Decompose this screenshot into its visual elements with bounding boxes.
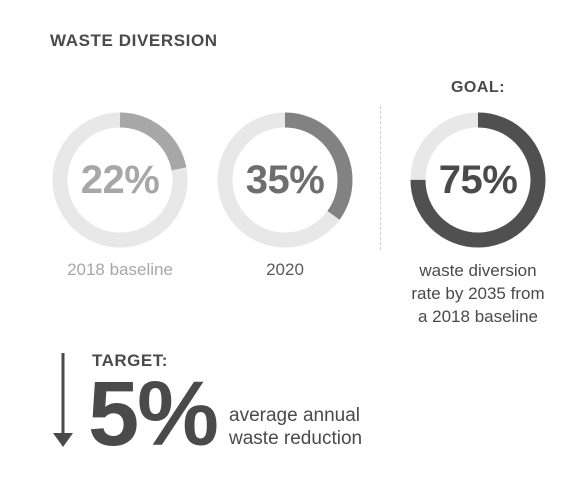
goal-donut: [410, 112, 546, 248]
baseline-donut: [52, 112, 188, 248]
goal-donut-arc: [410, 112, 546, 248]
current-caption: 2020: [205, 258, 365, 281]
goal-label: GOAL:: [450, 79, 506, 96]
target-label: TARGET:: [92, 351, 168, 370]
target-description: average annual waste reduction: [229, 404, 362, 450]
baseline-caption: 2018 baseline: [40, 258, 200, 281]
baseline-caption-line: 2018 baseline: [67, 260, 173, 279]
down-arrow-icon: [53, 353, 73, 447]
baseline-donut-arc: [52, 112, 188, 248]
target-description-line-2: waste reduction: [229, 428, 363, 449]
goal-caption-line-1: waste diversion: [419, 261, 537, 280]
goal-value: 75%: [438, 158, 518, 202]
section-divider: [380, 106, 381, 250]
target-description-line-1: average annual: [229, 405, 360, 426]
target-value: 5%: [88, 363, 219, 465]
baseline-value: 22%: [80, 158, 160, 202]
current-value: 35%: [245, 158, 325, 202]
page-title: WASTE DIVERSION: [50, 31, 218, 50]
current-donut-arc: [217, 112, 353, 248]
goal-caption-line-3: a 2018 baseline: [417, 307, 539, 326]
goal-caption: waste diversion rate by 2035 from a 2018…: [383, 259, 573, 328]
goal-caption-line-2: rate by 2035 from: [411, 284, 545, 303]
current-donut: [217, 112, 353, 248]
current-caption-line: 2020: [266, 260, 304, 279]
